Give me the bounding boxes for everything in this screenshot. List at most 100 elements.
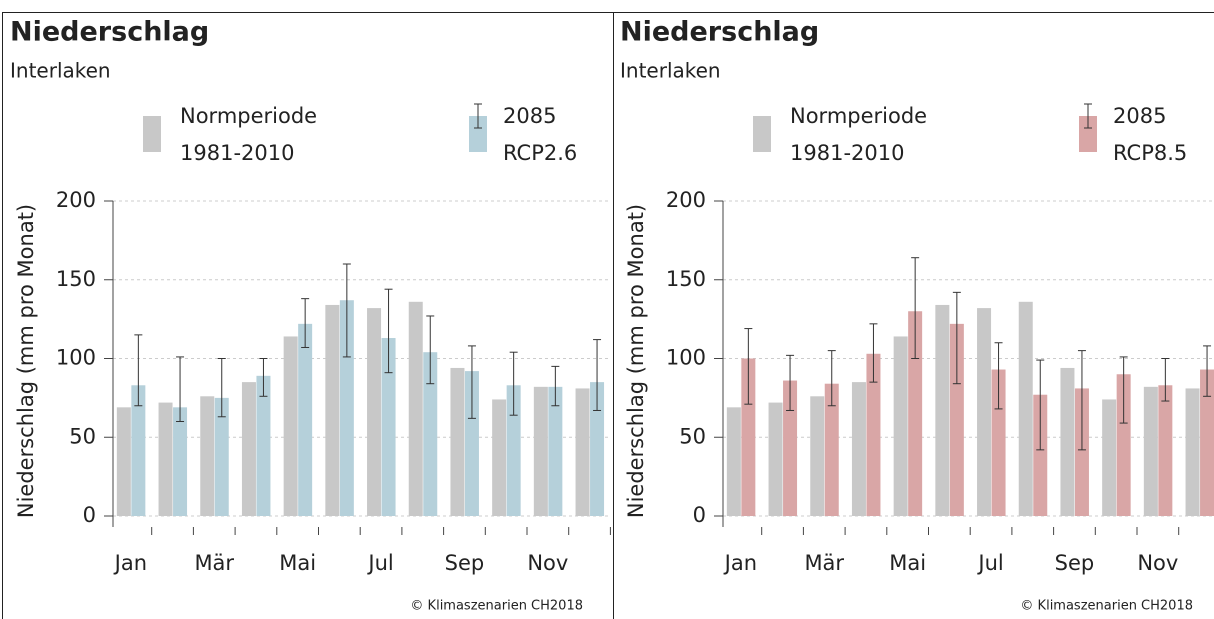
bar bbox=[256, 375, 271, 516]
error-bar bbox=[467, 345, 476, 419]
bar bbox=[131, 385, 146, 516]
y-tick-label: 50 bbox=[679, 424, 706, 448]
error-bar bbox=[1077, 350, 1086, 451]
error-bar bbox=[509, 351, 518, 416]
bar bbox=[1185, 388, 1200, 516]
error-bar bbox=[952, 291, 961, 385]
legend-label: 2085 bbox=[1113, 104, 1166, 128]
chart-title: Niederschlag bbox=[10, 17, 209, 48]
bar bbox=[977, 308, 992, 516]
x-tick-label: Nov bbox=[1137, 551, 1178, 575]
error-bar bbox=[426, 315, 435, 385]
bar bbox=[506, 385, 521, 516]
error-bar bbox=[134, 334, 143, 407]
bar bbox=[1116, 374, 1131, 516]
bar bbox=[908, 311, 923, 516]
subtitle: Interlaken bbox=[10, 59, 111, 83]
error-bar bbox=[259, 358, 268, 397]
y-tick-label: 150 bbox=[666, 267, 706, 291]
bar bbox=[158, 402, 173, 516]
chart-panel: Niederschlag Interlaken Niederschlag (mm p… bbox=[620, 17, 1214, 614]
x-tick-label: Jan bbox=[113, 551, 147, 575]
bar bbox=[116, 407, 131, 516]
error-bar bbox=[342, 263, 351, 358]
error-bar bbox=[994, 342, 1003, 410]
legend-swatch bbox=[1079, 116, 1097, 152]
bar bbox=[935, 304, 950, 516]
bar bbox=[893, 336, 908, 516]
bar bbox=[726, 407, 741, 516]
y-tick-label: 100 bbox=[56, 346, 96, 370]
y-tick-label: 200 bbox=[666, 188, 706, 212]
legend-label: 1981-2010 bbox=[180, 141, 294, 165]
bar bbox=[1158, 385, 1173, 516]
bar bbox=[866, 353, 881, 516]
bar bbox=[423, 352, 438, 516]
x-tick-label: Jan bbox=[723, 551, 757, 575]
bar bbox=[741, 358, 756, 516]
legend-label: Normperiode bbox=[180, 104, 317, 128]
bar bbox=[367, 308, 382, 516]
x-tick-label: Mai bbox=[279, 551, 316, 575]
bar bbox=[768, 402, 783, 516]
bar bbox=[325, 304, 340, 516]
error-bar bbox=[869, 323, 878, 383]
subtitle: Interlaken bbox=[620, 59, 721, 83]
y-tick-label: 200 bbox=[56, 188, 96, 212]
bar bbox=[1060, 367, 1075, 516]
error-bar bbox=[1161, 358, 1170, 402]
y-tick-label: 50 bbox=[69, 424, 96, 448]
bar bbox=[464, 371, 479, 516]
legend-swatch bbox=[469, 116, 487, 152]
bar bbox=[949, 323, 964, 516]
y-tick-label: 0 bbox=[83, 503, 96, 527]
bar bbox=[548, 386, 563, 516]
chart-panel: Niederschlag Interlaken Niederschlag (mm p… bbox=[10, 17, 611, 614]
x-tick-label: Sep bbox=[1055, 551, 1095, 575]
bar bbox=[1074, 388, 1089, 516]
x-tick-label: Mär bbox=[194, 551, 234, 575]
error-bar bbox=[551, 365, 560, 407]
bar bbox=[339, 300, 354, 516]
error-bar bbox=[827, 350, 836, 407]
legend-label: 2085 bbox=[503, 104, 556, 128]
bar bbox=[810, 396, 825, 516]
bar bbox=[200, 396, 215, 516]
y-axis-label: Niederschlag (mm pro Monat) bbox=[624, 204, 648, 518]
bar bbox=[851, 382, 866, 516]
bar bbox=[575, 388, 590, 516]
x-tick-label: Jul bbox=[366, 551, 393, 575]
bar bbox=[824, 383, 839, 516]
legend-label: 1981-2010 bbox=[790, 141, 904, 165]
y-tick-label: 150 bbox=[56, 267, 96, 291]
bar bbox=[1018, 301, 1033, 516]
bar bbox=[590, 382, 605, 516]
error-bar bbox=[911, 257, 920, 359]
error-bar bbox=[176, 356, 185, 422]
chart-title: Niederschlag bbox=[620, 17, 819, 48]
error-bar bbox=[384, 288, 393, 374]
error-bar bbox=[301, 298, 310, 348]
y-tick-label: 0 bbox=[693, 503, 706, 527]
bar bbox=[381, 338, 396, 516]
bar bbox=[783, 380, 798, 516]
error-bar bbox=[217, 358, 226, 418]
error-bar bbox=[1119, 356, 1128, 424]
credit: © Klimaszenarien CH2018 bbox=[410, 599, 583, 614]
legend-swatch bbox=[753, 116, 771, 152]
bar bbox=[173, 407, 188, 516]
x-tick-label: Jul bbox=[976, 551, 1003, 575]
error-bar bbox=[744, 328, 753, 405]
x-tick-label: Mai bbox=[889, 551, 926, 575]
bar bbox=[533, 386, 548, 516]
error-bar bbox=[593, 339, 602, 411]
y-tick-label: 100 bbox=[666, 346, 706, 370]
bar bbox=[283, 336, 298, 516]
bar bbox=[1200, 369, 1214, 516]
bar bbox=[450, 367, 465, 516]
legend-label: RCP2.6 bbox=[503, 141, 577, 165]
credit: © Klimaszenarien CH2018 bbox=[1020, 599, 1193, 614]
legend-swatch bbox=[143, 116, 161, 152]
x-tick-label: Nov bbox=[527, 551, 568, 575]
